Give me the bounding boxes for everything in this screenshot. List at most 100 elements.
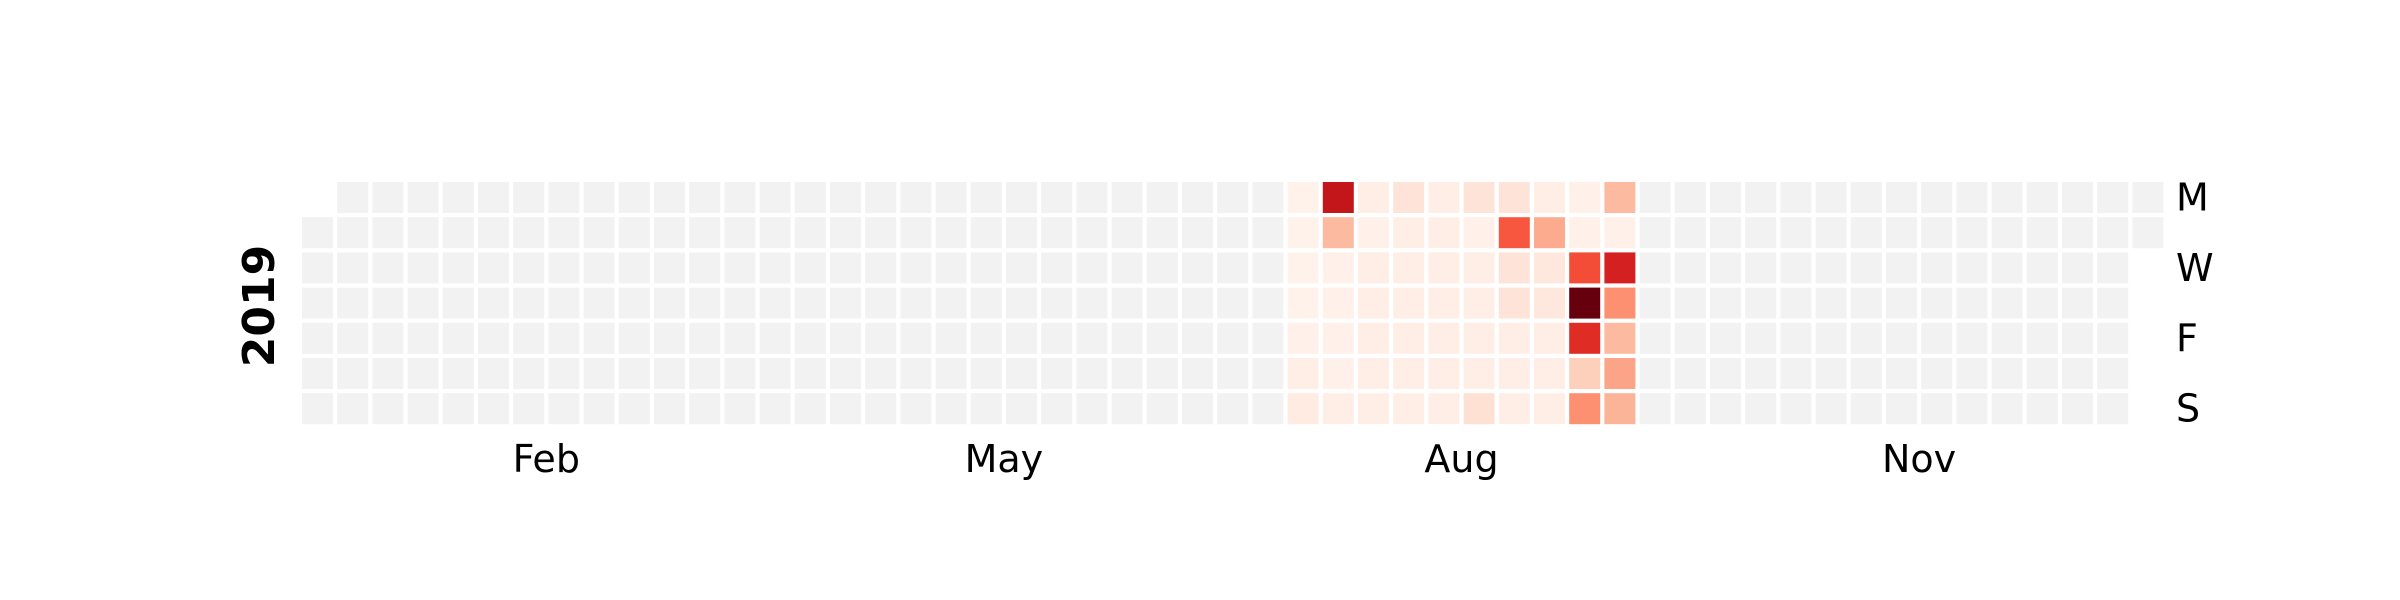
- heatmap-cell: [2026, 252, 2058, 284]
- heatmap-cell: [1463, 217, 1495, 249]
- heatmap-cell: [1182, 322, 1213, 354]
- heatmap-cell: [2062, 358, 2093, 389]
- heatmap-cell: [1815, 182, 1847, 213]
- heatmap-cell: [689, 252, 721, 284]
- heatmap-cell: [1815, 252, 1847, 284]
- heatmap-cell: [1146, 182, 1178, 213]
- heatmap-cell: [654, 393, 685, 425]
- heatmap-cell: [1287, 287, 1319, 319]
- heatmap-cell: [1393, 358, 1425, 389]
- heatmap-cell: [900, 393, 932, 425]
- heatmap-cell: [1111, 358, 1143, 389]
- heatmap-cell: [337, 287, 369, 319]
- month-labels: Feb May Aug Nov: [513, 437, 1957, 481]
- heatmap-cell: [1745, 252, 1777, 284]
- heatmap-cell: [1111, 393, 1143, 425]
- heatmap-cell: [2097, 217, 2129, 249]
- heatmap-cell: [654, 322, 685, 354]
- heatmap-cell: [1991, 358, 2023, 389]
- heatmap-cell: [689, 287, 721, 319]
- heatmap-cell: [1921, 252, 1953, 284]
- heatmap-cell: [724, 182, 756, 213]
- heatmap-cell: [2026, 217, 2058, 249]
- heatmap-cell: [1991, 287, 2023, 319]
- heatmap-cell: [442, 217, 474, 249]
- heatmap-cell: [794, 322, 826, 354]
- heatmap-cell: [1217, 322, 1249, 354]
- heatmap-cell: [407, 322, 439, 354]
- heatmap-cell: [1252, 393, 1284, 425]
- heatmap-cell: [337, 322, 369, 354]
- heatmap-cell: [1886, 322, 1917, 354]
- heatmap-cell: [618, 287, 650, 319]
- heatmap-cell: [1498, 182, 1530, 213]
- heatmap-cell: [935, 252, 967, 284]
- heatmap-cell: [1534, 217, 1565, 249]
- heatmap-cell: [1393, 217, 1425, 249]
- heatmap-cell: [583, 393, 615, 425]
- heatmap-cell: [1745, 322, 1777, 354]
- heatmap-cell: [548, 358, 580, 389]
- heatmap-cell: [1252, 287, 1284, 319]
- heatmap-cell: [372, 358, 404, 389]
- heatmap-cell: [865, 217, 897, 249]
- heatmap-cell: [337, 252, 369, 284]
- heatmap-cell: [1639, 182, 1671, 213]
- heatmap-cell: [2132, 182, 2164, 213]
- heatmap-cell: [1850, 358, 1882, 389]
- heatmap-cell: [1815, 287, 1847, 319]
- heatmap-cell: [900, 358, 932, 389]
- heatmap-cell: [724, 358, 756, 389]
- heatmap-cell: [1322, 393, 1354, 425]
- heatmap-cell: [337, 393, 369, 425]
- heatmap-cell: [583, 217, 615, 249]
- heatmap-cell: [865, 287, 897, 319]
- heatmap-cell: [2062, 393, 2093, 425]
- heatmap-cell: [759, 358, 791, 389]
- heatmap-cell: [1428, 252, 1460, 284]
- heatmap-cell: [1358, 217, 1389, 249]
- heatmap-cell: [900, 217, 932, 249]
- heatmap-cell: [1604, 217, 1636, 249]
- heatmap-cell: [1006, 182, 1037, 213]
- heatmap-cell: [2062, 322, 2093, 354]
- heatmap-cell: [1041, 393, 1073, 425]
- heatmap-cell: [935, 393, 967, 425]
- heatmap-cell: [1569, 217, 1601, 249]
- heatmap-cell: [1921, 217, 1953, 249]
- heatmap-cell: [830, 358, 861, 389]
- heatmap-cell: [513, 358, 545, 389]
- heatmap-cell: [1463, 393, 1495, 425]
- heatmap-cell: [1217, 393, 1249, 425]
- heatmap-cell: [618, 217, 650, 249]
- heatmap-cell: [1358, 358, 1389, 389]
- heatmap-cell: [865, 252, 897, 284]
- heatmap-cell: [830, 217, 861, 249]
- heatmap-cell: [1604, 287, 1636, 319]
- heatmap-cell: [513, 217, 545, 249]
- heatmap-cell: [1182, 393, 1213, 425]
- heatmap-cell: [865, 182, 897, 213]
- heatmap-cell: [970, 358, 1002, 389]
- heatmap-cell: [1921, 322, 1953, 354]
- heatmap-cell: [970, 252, 1002, 284]
- heatmap-cell: [1287, 393, 1319, 425]
- heatmap-cell: [1041, 182, 1073, 213]
- heatmap-cell: [654, 358, 685, 389]
- heatmap-cell: [1780, 358, 1812, 389]
- heatmap-cell: [970, 217, 1002, 249]
- heatmap-cell: [970, 287, 1002, 319]
- heatmap-cell: [442, 287, 474, 319]
- heatmap-cell: [1146, 287, 1178, 319]
- heatmap-cell: [1850, 217, 1882, 249]
- heatmap-cell: [1991, 252, 2023, 284]
- heatmap-cell: [1498, 217, 1530, 249]
- heatmap-cell: [794, 182, 826, 213]
- heatmap-cell: [1956, 182, 1988, 213]
- heatmap-cell: [302, 322, 333, 354]
- heatmap-cell: [654, 217, 685, 249]
- heatmap-cell: [1991, 217, 2023, 249]
- heatmap-cell: [407, 182, 439, 213]
- heatmap-cell: [865, 358, 897, 389]
